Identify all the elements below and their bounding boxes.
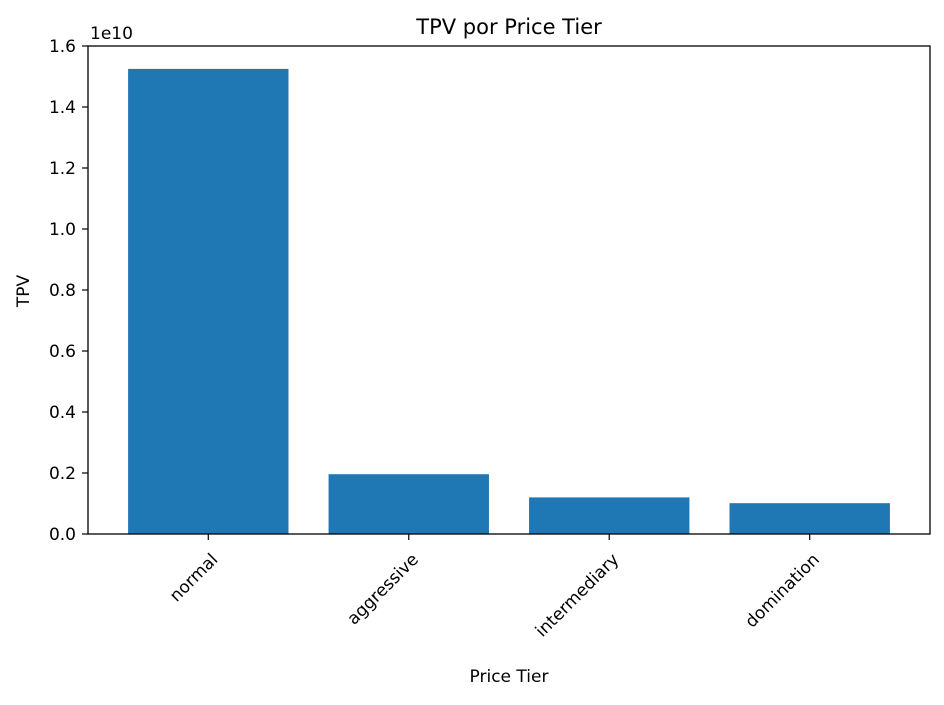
y-tick-label: 1.2	[49, 159, 76, 179]
y-tick-label: 1.6	[49, 37, 76, 57]
y-axis-offset-label: 1e10	[90, 24, 133, 44]
bar-intermediary	[529, 497, 690, 534]
y-tick-label: 0.0	[49, 525, 76, 545]
y-axis: 0.0 0.2 0.4 0.6 0.8 1.0 1.2 1.4 1.6	[49, 37, 88, 545]
y-tick-label: 0.4	[49, 403, 76, 423]
y-tick-label: 0.8	[49, 281, 76, 301]
chart-title: TPV por Price Tier	[415, 15, 602, 39]
bars	[128, 68, 890, 535]
x-tick-label: domination	[742, 550, 824, 632]
bar-aggressive	[328, 474, 489, 534]
x-axis: normal aggressive intermediary domination	[166, 534, 824, 641]
y-tick-label: 0.6	[49, 342, 76, 362]
x-axis-label: Price Tier	[470, 667, 549, 687]
x-tick-label: normal	[166, 550, 222, 606]
bar-domination	[729, 503, 890, 534]
y-tick-label: 1.0	[49, 220, 76, 240]
y-tick-label: 0.2	[49, 464, 76, 484]
y-axis-label: TPV	[14, 274, 34, 308]
x-tick-label: aggressive	[344, 550, 423, 629]
x-tick-label: intermediary	[532, 550, 623, 641]
plot-frame	[87, 45, 931, 535]
bar-normal	[128, 68, 289, 535]
y-tick-label: 1.4	[49, 98, 76, 118]
